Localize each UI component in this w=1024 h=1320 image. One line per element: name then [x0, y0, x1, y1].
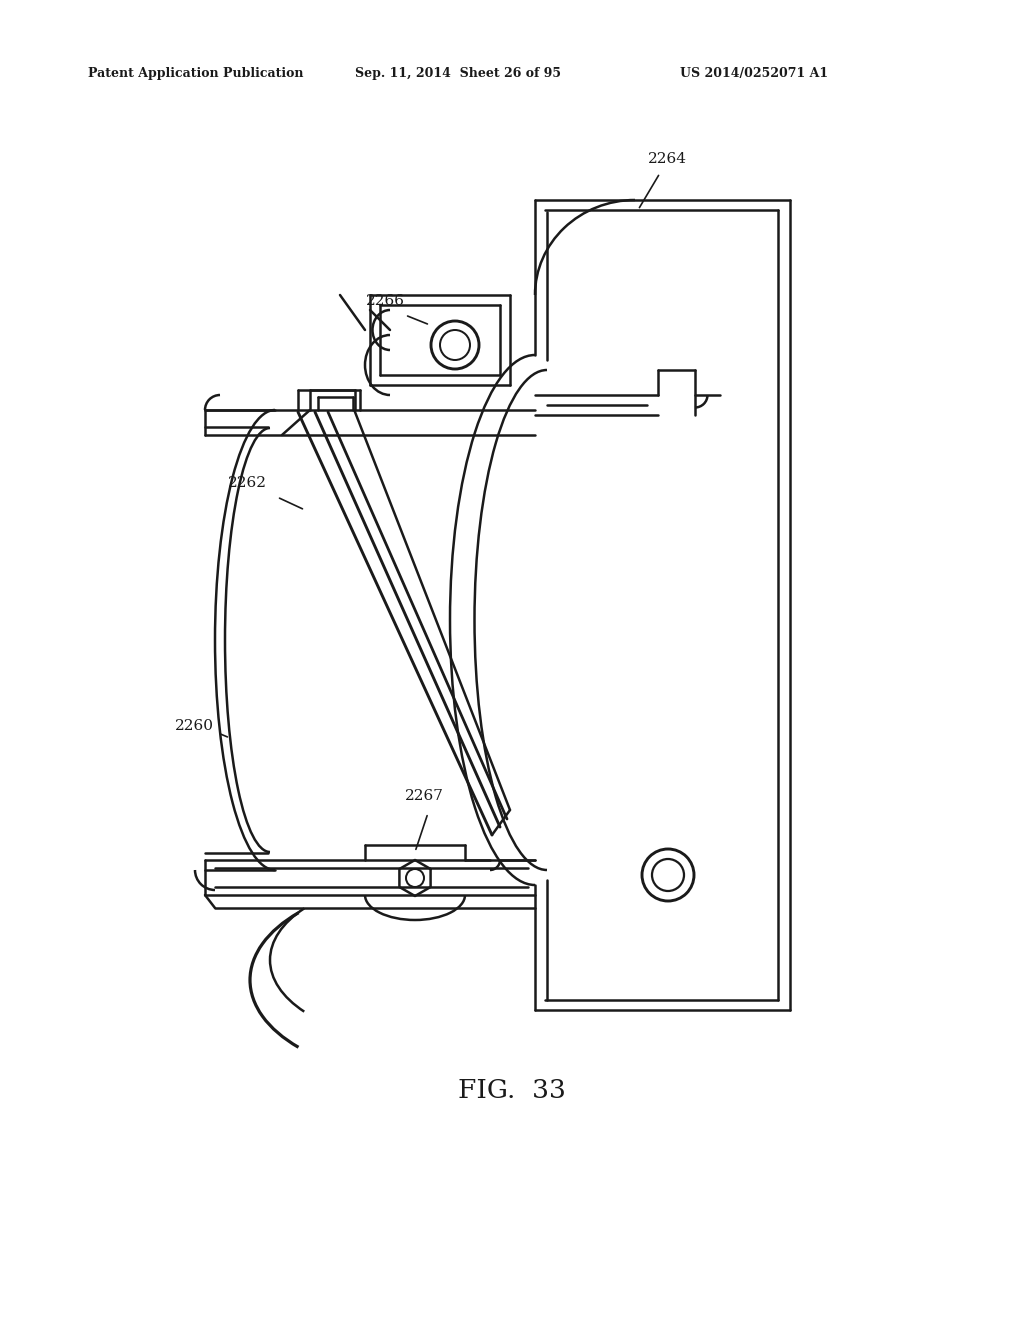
- Text: US 2014/0252071 A1: US 2014/0252071 A1: [680, 66, 828, 79]
- Text: 2266: 2266: [366, 294, 406, 308]
- Text: Sep. 11, 2014  Sheet 26 of 95: Sep. 11, 2014 Sheet 26 of 95: [355, 66, 561, 79]
- Text: 2260: 2260: [175, 719, 214, 733]
- Text: 2264: 2264: [648, 152, 687, 166]
- Text: 2267: 2267: [406, 789, 443, 803]
- Text: Patent Application Publication: Patent Application Publication: [88, 66, 303, 79]
- Text: 2262: 2262: [228, 477, 267, 490]
- Text: FIG.  33: FIG. 33: [458, 1077, 566, 1102]
